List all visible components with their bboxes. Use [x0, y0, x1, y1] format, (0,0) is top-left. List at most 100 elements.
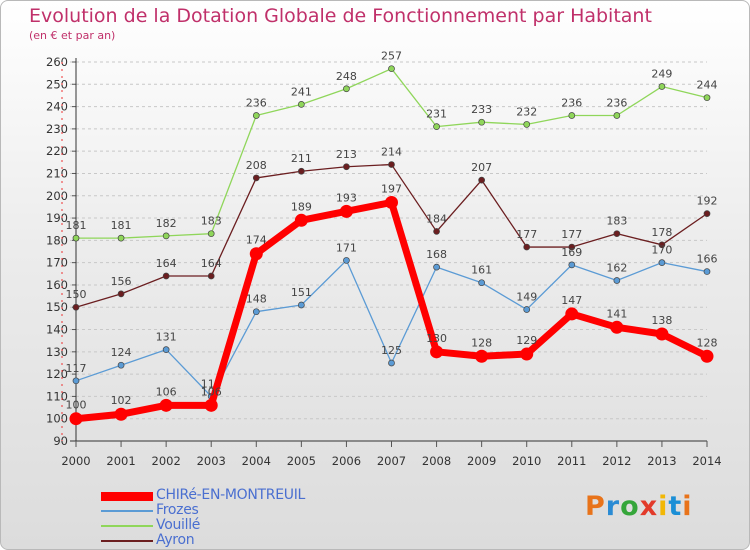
- x-tick-label: 2003: [197, 454, 226, 468]
- data-point: [658, 241, 666, 249]
- data-point: [433, 263, 440, 271]
- data-point: [252, 174, 260, 182]
- data-label: 150: [66, 288, 87, 301]
- data-label: 236: [246, 97, 267, 110]
- data-label: 102: [111, 394, 132, 407]
- data-label: 148: [246, 293, 267, 306]
- data-point: [523, 243, 531, 251]
- y-tick-label: 150: [46, 300, 68, 314]
- data-point: [339, 204, 353, 218]
- data-point: [159, 398, 173, 412]
- data-point: [430, 345, 444, 359]
- data-point: [520, 347, 534, 361]
- data-label: 192: [697, 195, 718, 208]
- x-tick-label: 2002: [152, 454, 181, 468]
- data-label: 257: [381, 50, 402, 63]
- data-label: 138: [651, 314, 672, 327]
- data-point: [207, 230, 215, 238]
- data-point: [568, 112, 576, 119]
- data-point: [298, 167, 305, 175]
- y-tick-label: 90: [53, 434, 68, 448]
- data-point: [204, 398, 218, 412]
- data-point: [162, 232, 170, 240]
- data-point: [72, 377, 80, 385]
- data-label: 182: [156, 217, 177, 230]
- data-label: 241: [291, 85, 312, 98]
- data-label: 162: [606, 261, 627, 274]
- data-point: [565, 307, 579, 321]
- data-point: [294, 213, 308, 227]
- data-point: [703, 94, 711, 102]
- data-label: 128: [471, 336, 492, 349]
- chart-title: Evolution de la Dotation Globale de Fonc…: [29, 5, 652, 27]
- y-tick-label: 230: [46, 122, 68, 136]
- data-label: 151: [291, 286, 312, 299]
- data-point: [114, 407, 128, 421]
- x-tick-label: 2010: [512, 454, 541, 468]
- data-label: 164: [201, 257, 222, 270]
- data-label: 156: [111, 275, 132, 288]
- data-point: [613, 230, 621, 238]
- data-point: [72, 303, 80, 311]
- x-tick-label: 2007: [377, 454, 406, 468]
- data-point: [162, 272, 170, 280]
- data-point: [658, 259, 666, 266]
- y-tick-label: 190: [46, 211, 68, 225]
- data-label: 168: [426, 248, 447, 261]
- x-tick-label: 2014: [692, 454, 721, 468]
- data-label: 211: [291, 152, 312, 165]
- data-point: [475, 349, 489, 363]
- data-point: [252, 112, 260, 119]
- y-tick-label: 110: [46, 389, 68, 403]
- data-label: 130: [426, 332, 447, 345]
- x-tick-label: 2013: [647, 454, 676, 468]
- y-tick-label: 240: [46, 100, 68, 114]
- data-label: 141: [606, 307, 627, 320]
- legend-label: CHIRé-EN-MONTREUIL: [156, 487, 306, 503]
- data-point: [613, 277, 621, 284]
- x-tick-label: 2001: [106, 454, 135, 468]
- data-point: [433, 123, 440, 131]
- data-point: [343, 163, 350, 171]
- y-tick-label: 100: [46, 412, 68, 426]
- data-point: [117, 234, 125, 242]
- proxiti-logo: Proxiti: [585, 491, 693, 522]
- data-label: 129: [516, 334, 537, 347]
- x-tick-label: 2004: [242, 454, 271, 468]
- data-label: 208: [246, 159, 267, 172]
- data-label: 147: [561, 294, 582, 307]
- x-tick-label: 2012: [602, 454, 631, 468]
- data-point: [613, 112, 621, 119]
- data-point: [343, 257, 350, 264]
- data-label: 177: [516, 228, 537, 241]
- data-label: 178: [651, 226, 672, 239]
- data-label: 181: [66, 219, 87, 232]
- data-point: [69, 412, 83, 426]
- data-point: [72, 234, 80, 242]
- x-tick-label: 2005: [287, 454, 316, 468]
- data-point: [523, 121, 531, 128]
- legend-label: Vouillé: [156, 517, 201, 533]
- data-label: 183: [606, 215, 627, 228]
- data-label: 236: [561, 97, 582, 110]
- data-label: 177: [561, 228, 582, 241]
- data-label: 207: [471, 161, 492, 174]
- data-label: 181: [111, 219, 132, 232]
- data-point: [478, 176, 485, 184]
- data-point: [655, 327, 669, 341]
- data-point: [568, 243, 576, 251]
- data-point: [478, 118, 485, 126]
- data-point: [162, 346, 170, 353]
- data-label: 106: [156, 385, 177, 398]
- data-label: 166: [697, 253, 718, 266]
- data-label: 164: [156, 257, 177, 270]
- data-point: [207, 272, 215, 280]
- data-label: 244: [697, 79, 718, 92]
- data-point: [658, 83, 666, 90]
- data-point: [478, 279, 485, 287]
- y-tick-label: 220: [46, 144, 68, 158]
- data-label: 183: [201, 215, 222, 228]
- y-tick-label: 200: [46, 189, 68, 203]
- data-point: [700, 349, 714, 363]
